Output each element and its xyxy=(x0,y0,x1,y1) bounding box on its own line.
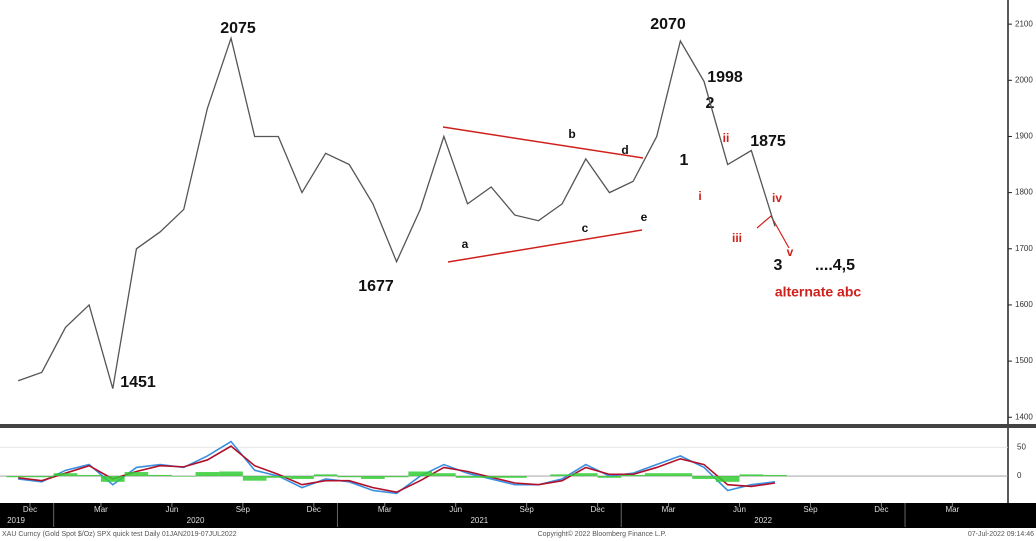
annotation: 2075 xyxy=(220,20,256,37)
histogram-bar xyxy=(6,476,30,478)
histogram-bar xyxy=(479,476,503,478)
wave-label: iii xyxy=(732,231,742,245)
y-tick-label: 1500 xyxy=(1015,356,1033,365)
annotation: 1 xyxy=(680,152,689,169)
series-line xyxy=(18,445,776,494)
annotation: alternate abc xyxy=(775,284,862,300)
wave-label: c xyxy=(582,221,589,235)
wave-label: e xyxy=(641,210,648,224)
year-label: 2022 xyxy=(754,516,772,525)
histogram-bar xyxy=(644,473,669,477)
wave-label: b xyxy=(568,127,575,141)
wave-label: a xyxy=(462,237,469,251)
footer-center: Copyright© 2022 Bloomberg Finance L.P. xyxy=(538,530,667,538)
histogram-bar xyxy=(77,474,101,477)
histogram-bar xyxy=(455,476,480,478)
histogram-bar xyxy=(763,474,787,477)
wave-label: v xyxy=(787,245,794,259)
x-tick-label: Mar xyxy=(662,505,676,514)
series-line xyxy=(18,440,776,495)
triangle-upper xyxy=(442,126,644,159)
x-tick-label: Jun xyxy=(449,505,462,514)
footer-left: XAU Curncy (Gold Spot $/Oz) SPX quick te… xyxy=(2,531,237,538)
wave-label: i xyxy=(698,189,701,203)
histogram-bar xyxy=(361,476,385,479)
x-tick-label: Dec xyxy=(23,505,37,514)
osc-tick-label: 0 xyxy=(1017,471,1022,480)
histogram-bar xyxy=(597,476,622,478)
x-tick-label: Mar xyxy=(378,505,392,514)
histogram-bar xyxy=(195,472,220,477)
histogram-bar xyxy=(408,471,433,477)
footer-right: 07-Jul-2022 09:14:46 xyxy=(968,531,1034,538)
projection xyxy=(756,215,790,249)
histogram-bar xyxy=(739,474,764,477)
series-line xyxy=(17,35,776,389)
annotation: 2070 xyxy=(650,16,686,33)
x-tick-label: Dec xyxy=(307,505,321,514)
y-tick-label: 1400 xyxy=(1015,412,1033,421)
annotation: 1451 xyxy=(120,374,156,391)
y-tick-label: 1600 xyxy=(1015,300,1033,309)
annotation: ....4,5 xyxy=(815,257,855,274)
year-label: 2021 xyxy=(470,516,488,525)
histogram-bar xyxy=(148,474,172,477)
histogram-bar xyxy=(573,473,598,477)
histogram-bar xyxy=(313,474,338,477)
histogram-bar xyxy=(692,476,716,479)
x-tick-label: Sep xyxy=(803,505,818,514)
y-tick-label: 1800 xyxy=(1015,188,1033,197)
histogram-bar xyxy=(550,474,574,477)
x-tick-label: Mar xyxy=(94,505,108,514)
histogram-bar xyxy=(124,472,149,477)
histogram-bar xyxy=(53,473,78,477)
histogram-bar xyxy=(668,473,693,477)
annotation: 1677 xyxy=(358,278,394,295)
y-tick-label: 1700 xyxy=(1015,244,1033,253)
annotation: 3 xyxy=(774,257,783,274)
osc-tick-label: 50 xyxy=(1017,442,1026,451)
annotation: 1998 xyxy=(707,69,743,86)
histogram-bar xyxy=(621,474,645,477)
panel-separator xyxy=(0,424,1036,428)
x-tick-label: Jun xyxy=(733,505,746,514)
x-axis-bar xyxy=(0,503,1036,528)
x-tick-label: Mar xyxy=(945,505,959,514)
wave-label: iv xyxy=(772,191,782,205)
histogram-bar xyxy=(290,476,314,479)
y-tick-label: 2000 xyxy=(1015,75,1033,84)
x-tick-label: Sep xyxy=(520,505,535,514)
histogram-bar xyxy=(30,476,54,478)
year-label: 2020 xyxy=(187,516,205,525)
histogram-bar xyxy=(171,476,196,477)
triangle-lower xyxy=(447,229,643,263)
x-tick-label: Jun xyxy=(165,505,178,514)
histogram-bar xyxy=(503,476,527,478)
histogram-bar xyxy=(715,476,740,482)
histogram-bar xyxy=(266,476,291,478)
x-tick-label: Dec xyxy=(590,505,604,514)
wave-label: ii xyxy=(723,131,730,145)
x-tick-label: Sep xyxy=(236,505,251,514)
histogram-bar xyxy=(432,473,456,477)
histogram-bar xyxy=(337,476,362,478)
y-tick-label: 1900 xyxy=(1015,132,1033,141)
x-tick-label: Dec xyxy=(874,505,888,514)
histogram-bar xyxy=(219,471,243,477)
wave-label: d xyxy=(621,143,628,157)
histogram-bar xyxy=(100,476,125,482)
y-tick-label: 2100 xyxy=(1015,19,1033,28)
histogram-bar xyxy=(242,476,267,481)
annotation: 1875 xyxy=(750,133,786,150)
histogram-bar xyxy=(384,476,409,478)
year-label: 2019 xyxy=(7,516,25,525)
